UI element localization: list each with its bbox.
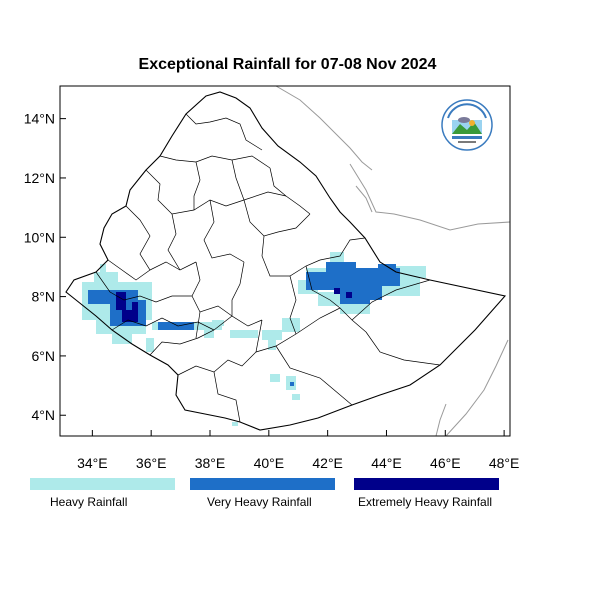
heavy-rain-cell [112, 334, 132, 344]
legend-swatch-extremely-heavy [354, 478, 499, 490]
axis-ticks [60, 118, 505, 436]
x-tick-label: 48°E [489, 455, 520, 471]
heavy-rain-cell [262, 330, 282, 340]
heavy-rain-cell [100, 264, 106, 272]
extremely-heavy-rain-cell [116, 292, 126, 310]
heavy-rain-cell [396, 266, 426, 278]
neighbor-borders [275, 86, 510, 436]
heavy-rain-cell [282, 318, 300, 332]
djibouti-border [355, 185, 373, 213]
axis-tick-labels: 34°E 36°E 38°E 40°E 42°E 44°E 46°E 48°E 4°N 6°N 8°… [24, 111, 520, 471]
legend-label-extremely-heavy: Extremely Heavy Rainfall [358, 495, 493, 509]
somalia-coast [445, 339, 509, 436]
heavy-rain-cell [270, 374, 280, 382]
x-tick-label: 38°E [195, 455, 226, 471]
very-heavy-rain-cell [306, 272, 340, 290]
heavy-rain-cell [268, 340, 276, 350]
red-sea-coast [275, 86, 373, 171]
heavy-rain-cell [292, 394, 300, 400]
legend-label-heavy: Heavy Rainfall [50, 495, 128, 509]
heavy-rain-cell [94, 272, 118, 284]
very-heavy-rain-cell [158, 322, 194, 330]
heavy-rain-cell [204, 330, 214, 338]
extremely-heavy-rain-cell [334, 288, 340, 294]
heavy-rain-cell [212, 320, 224, 326]
y-tick-label: 10°N [24, 229, 55, 245]
heavy-rain-cell [232, 422, 238, 426]
x-tick-label: 42°E [312, 455, 343, 471]
y-tick-label: 6°N [32, 348, 56, 364]
plot-frame [59, 85, 511, 437]
legend-swatch-heavy [30, 478, 175, 490]
x-tick-label: 40°E [254, 455, 285, 471]
admin-boundaries [95, 113, 441, 423]
very-heavy-rain-cell [378, 264, 396, 272]
institute-logo [441, 99, 493, 151]
very-heavy-rain-cell [290, 382, 294, 386]
extremely-heavy-rain-cell [122, 310, 138, 322]
legend-swatch-very-heavy [190, 478, 335, 490]
x-tick-label: 36°E [136, 455, 167, 471]
extremely-heavy-rain-cell [132, 302, 138, 310]
y-tick-label: 14°N [24, 111, 55, 127]
y-tick-label: 8°N [32, 289, 56, 305]
y-tick-label: 12°N [24, 170, 55, 186]
kenya-somalia-border [435, 403, 447, 436]
gulf-coast [349, 163, 510, 231]
y-tick-label: 4°N [32, 407, 56, 423]
legend-label-very-heavy: Very Heavy Rainfall [207, 495, 312, 509]
heavy-rain-cell [146, 338, 154, 352]
heavy-rain-cell [230, 330, 258, 338]
country-outline [65, 91, 507, 431]
map-title: Exceptional Rainfall for 07-08 Nov 2024 [138, 56, 437, 73]
x-tick-label: 34°E [77, 455, 108, 471]
very-heavy-rain-cell [352, 268, 400, 286]
very-heavy-rain-cell [366, 286, 382, 300]
very-heavy-rain-cell [326, 262, 356, 276]
x-tick-label: 46°E [430, 455, 461, 471]
extremely-heavy-rain-cell [346, 292, 352, 298]
x-tick-label: 44°E [371, 455, 402, 471]
